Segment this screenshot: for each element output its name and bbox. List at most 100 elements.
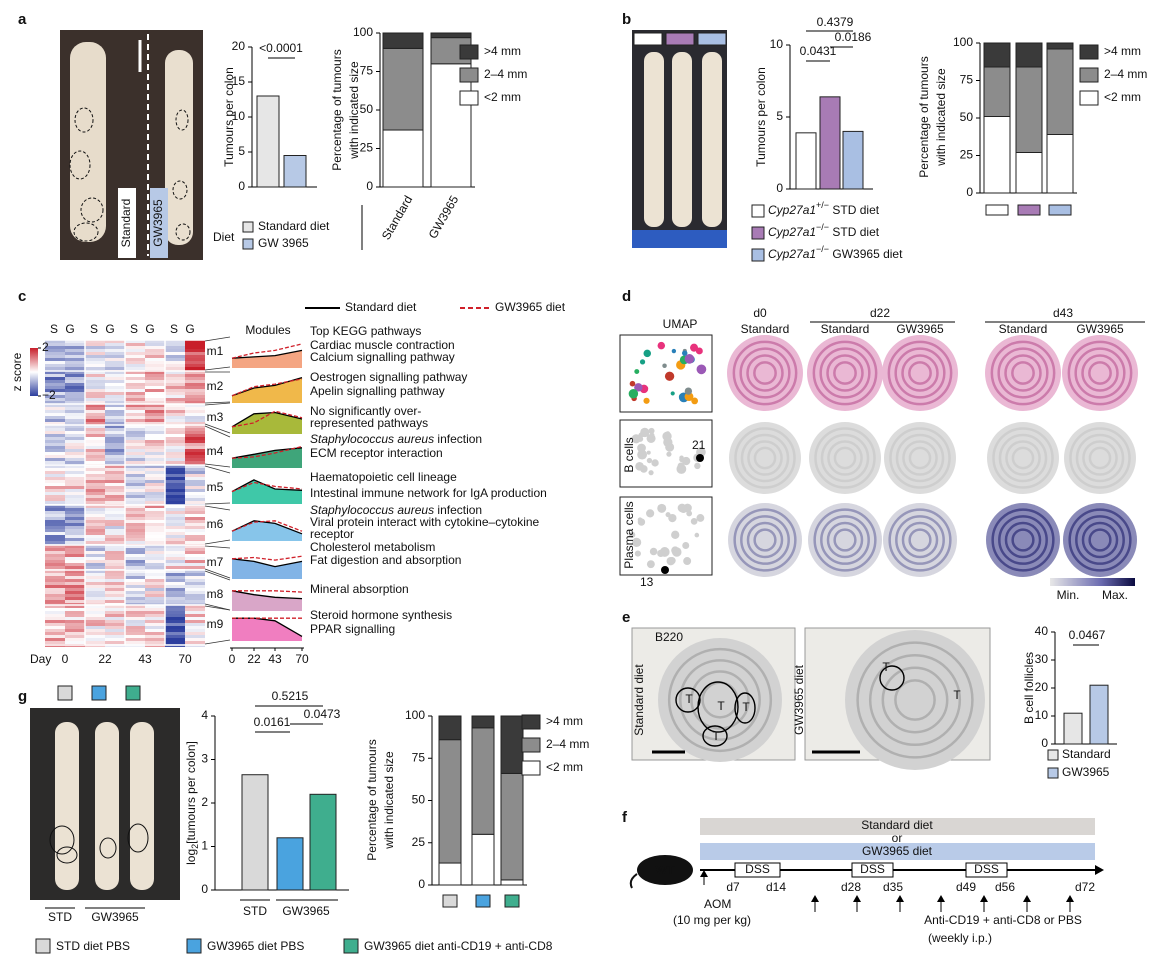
connector: [204, 425, 231, 438]
day-label: d28: [841, 880, 861, 894]
heatmap-cell: [65, 425, 85, 428]
heatmap-cell: [165, 492, 185, 495]
heatmap-cell: [105, 554, 125, 557]
umap-cluster: [648, 470, 654, 476]
group-swatch: [91, 685, 107, 701]
module-area: [232, 479, 302, 504]
heatmap-cell: [125, 582, 145, 585]
tissue: [882, 335, 958, 411]
injection-label: (weekly i.p.): [928, 931, 992, 945]
heatmap-cell: [65, 465, 85, 468]
heatmap-cell: [125, 440, 145, 443]
y-tick-label: 25: [960, 148, 974, 162]
heatmap-cell: [125, 573, 145, 576]
umap-cluster: [694, 532, 700, 538]
heatmap-cell: [145, 554, 165, 557]
heatmap-cell: [45, 608, 65, 611]
umap-cluster: [643, 349, 652, 358]
heatmap-cell: [45, 371, 65, 374]
heatmap-cell: [45, 611, 65, 614]
species: Staphylococcus aureus: [310, 503, 434, 517]
legend-label: Standard diet: [345, 300, 417, 314]
heatmap-cell: [45, 554, 65, 557]
pathway-rest: infection: [434, 432, 482, 446]
image-label: Standard diet: [632, 664, 646, 736]
heatmap-cell: [65, 398, 85, 401]
heatmap-cell: [45, 614, 65, 617]
heatmap-cell: [65, 422, 85, 425]
heatmap-cell: [85, 428, 105, 431]
day-label: d14: [766, 880, 786, 894]
umap-cluster: [683, 557, 692, 566]
heatmap-cell: [165, 520, 185, 523]
heatmap-cell: [165, 410, 185, 413]
heatmap-cell: [65, 434, 85, 437]
heatmap-cell: [125, 389, 145, 392]
tissue-layer: [888, 508, 952, 572]
heatmap-cell: [125, 498, 145, 501]
heatmap-cell: [85, 449, 105, 452]
legend-swatch: [459, 90, 479, 106]
heatmap-cell: [85, 425, 105, 428]
heatmap-cell: [65, 410, 85, 413]
colorbar-label: 2: [42, 340, 49, 354]
y-tick-label: 40: [1035, 624, 1049, 638]
heatmap-cell: [45, 364, 65, 367]
diet-label: or: [892, 831, 903, 845]
umap-cluster: [657, 341, 666, 350]
heatmap-cell: [185, 389, 205, 392]
heatmap-cell: [105, 340, 125, 343]
legend-label: GW3965 diet PBS: [207, 939, 304, 953]
heatmap-cell: [165, 617, 185, 620]
heatmap-cell: [185, 355, 205, 358]
heatmap-cell: [65, 582, 85, 585]
heatmap-cell: [165, 386, 185, 389]
bar-segment: [430, 32, 472, 39]
heatmap-cell: [185, 532, 205, 535]
tissue-layer: [739, 347, 791, 399]
legend-label: GW3965 diet: [495, 300, 566, 314]
heatmap-cell: [45, 446, 65, 449]
heatmap-cell: [145, 535, 165, 538]
heatmap-cell: [145, 526, 165, 529]
heatmap-cell: [45, 576, 65, 579]
umap-cluster: [684, 387, 693, 395]
module-label: m4: [207, 444, 224, 458]
heatmap-cell: [45, 591, 65, 594]
heatmap-cell: [45, 431, 65, 434]
heatmap-cell: [85, 501, 105, 504]
column-label: S: [170, 322, 178, 336]
module-label: m7: [207, 555, 224, 569]
heatmap-cell: [45, 626, 65, 629]
heatmap-cell: [85, 480, 105, 483]
heatmap-cell: [165, 563, 185, 566]
heatmap-cell: [65, 380, 85, 383]
heatmap-cell: [165, 367, 185, 370]
tissue-layer: [908, 361, 932, 385]
heatmap-cell: [165, 480, 185, 483]
panel-label: d: [622, 288, 631, 305]
heatmap-cell: [125, 371, 145, 374]
heatmap-cell: [85, 358, 105, 361]
heatmap-cell: [145, 367, 165, 370]
heatmap-cell: [45, 573, 65, 576]
legend-swatch: [343, 938, 359, 954]
heatmap-cell: [65, 517, 85, 520]
legend-swatch: [186, 938, 202, 954]
pathway: Staphylococcus aureus infection: [310, 503, 482, 517]
umap-cluster: [681, 350, 688, 356]
heatmap-cell: [125, 465, 145, 468]
umap-cluster: [648, 427, 655, 434]
tissue-layer: [753, 446, 777, 470]
heatmap-cell: [45, 632, 65, 635]
pathway: Intestinal immune network for IgA produc…: [310, 486, 547, 500]
heatmap-cell: [165, 557, 185, 560]
heatmap-cell: [65, 585, 85, 588]
p-value: 0.0186: [835, 30, 872, 44]
heatmap-cell: [85, 416, 105, 419]
heatmap-cell: [45, 498, 65, 501]
heatmap-cell: [105, 468, 125, 471]
heatmap-cell: [165, 641, 185, 644]
bar: [276, 837, 304, 891]
heatmap-cell: [165, 452, 185, 455]
